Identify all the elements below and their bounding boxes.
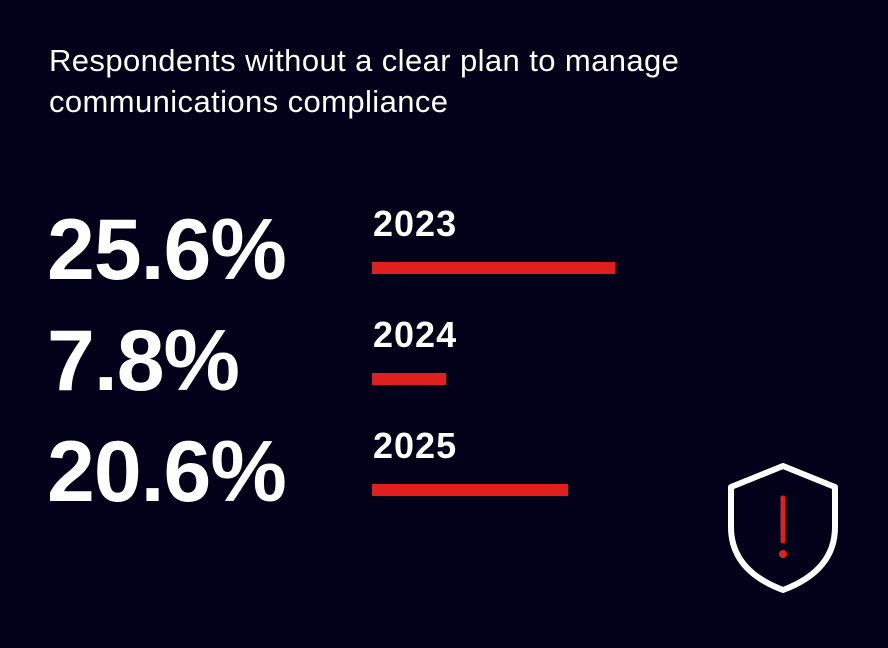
data-label: 25.6% [47, 202, 287, 298]
chart-row: 25.6% 2023 [0, 200, 888, 300]
exclamation-dot [779, 550, 787, 558]
data-label: 20.6% [47, 424, 287, 520]
category-label: 2025 [373, 425, 458, 466]
data-label: 7.8% [47, 313, 240, 409]
shield-outline [728, 463, 838, 593]
category-label: 2023 [373, 203, 458, 244]
shield-alert-icon [728, 463, 838, 593]
bar [372, 484, 568, 496]
chart-row: 20.6% 2025 [0, 422, 888, 522]
chart-title: Respondents without a clear plan to mana… [49, 43, 680, 119]
category-label: 2024 [373, 314, 458, 355]
chart-row: 7.8% 2024 [0, 311, 888, 411]
bar [372, 262, 615, 274]
bar [372, 373, 446, 385]
